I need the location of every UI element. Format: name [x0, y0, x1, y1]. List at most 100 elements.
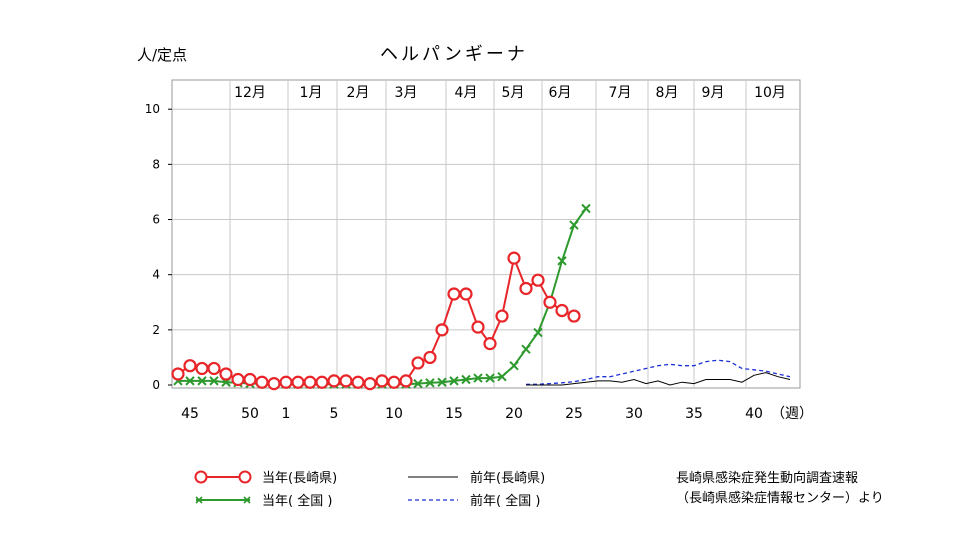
legend-label: 当年(長崎県)	[262, 471, 337, 486]
legend-marker	[243, 496, 251, 504]
source-line-2: （長崎県感染症情報センター）より	[676, 491, 884, 506]
data-point	[413, 378, 423, 389]
data-point	[185, 376, 195, 386]
series-lines	[171, 203, 791, 391]
legend-item: 前年(長崎県)	[408, 470, 545, 486]
data-point	[183, 359, 197, 373]
week-tick-label: 15	[445, 406, 463, 422]
data-point	[507, 251, 521, 265]
source-line-1: 長崎県感染症発生動向調査速報	[676, 471, 859, 486]
data-point	[267, 377, 281, 391]
data-point	[497, 372, 507, 382]
data-point	[555, 303, 569, 318]
data-point	[363, 377, 377, 391]
y-tick-label: 0	[152, 378, 160, 392]
legend-label: 当年( 全国 )	[262, 493, 332, 509]
data-point	[195, 361, 209, 376]
legend: 当年(長崎県) 当年( 全国 ) 前年(長崎県) 前年( 全国 )	[194, 470, 545, 509]
legend-label: 前年(長崎県)	[470, 470, 545, 486]
month-label: 9月	[702, 85, 725, 101]
month-label: 7月	[609, 85, 632, 101]
data-point	[509, 360, 519, 371]
data-point	[437, 377, 447, 387]
series-line	[525, 359, 791, 386]
month-label: 4月	[455, 85, 478, 101]
chart-title: ヘルパンギーナ	[380, 44, 528, 65]
data-point	[171, 367, 185, 381]
series-1	[173, 203, 591, 389]
data-point	[423, 350, 437, 365]
data-point	[219, 367, 233, 381]
data-point	[291, 375, 305, 389]
legend-item: 当年( 全国 )	[195, 493, 332, 509]
data-point	[435, 323, 449, 337]
data-point	[461, 374, 471, 385]
month-label: 2月	[347, 85, 370, 101]
series-line	[526, 372, 791, 386]
data-point	[207, 361, 221, 376]
week-unit-label: （週）	[771, 406, 813, 422]
month-label: 12月	[234, 85, 266, 101]
grid	[171, 79, 801, 389]
month-label: 1月	[300, 85, 323, 101]
week-tick-label: 30	[625, 406, 643, 422]
data-point	[569, 220, 579, 230]
data-point	[581, 203, 591, 214]
data-point	[471, 320, 485, 334]
week-tick-label: 40	[745, 406, 763, 422]
data-point	[485, 373, 495, 383]
y-tick-label: 4	[152, 268, 160, 282]
data-point	[543, 295, 557, 309]
week-tick-label: 50	[241, 406, 259, 422]
legend-marker	[238, 470, 252, 484]
data-point	[495, 309, 509, 323]
data-point	[243, 372, 257, 387]
data-point	[209, 376, 219, 386]
data-point	[447, 287, 461, 301]
data-point	[567, 309, 581, 323]
data-point	[327, 374, 341, 388]
week-tick-label: 20	[505, 406, 523, 422]
month-label: 3月	[395, 85, 418, 101]
data-point	[519, 281, 533, 296]
data-point	[399, 374, 413, 388]
legend-item: 前年( 全国 )	[408, 493, 540, 509]
week-tick-label: 5	[330, 406, 339, 422]
data-point	[425, 378, 435, 388]
data-point	[231, 372, 245, 387]
month-labels: 12月 1月 2月 3月 4月 5月 6月 7月 8月 9月 10月	[234, 85, 786, 101]
series-2	[526, 372, 791, 386]
data-point	[387, 375, 401, 389]
data-point	[303, 375, 317, 389]
data-point	[315, 375, 329, 389]
week-tick-label: 25	[565, 406, 583, 422]
y-tick-label: 8	[152, 157, 160, 171]
source-note: 長崎県感染症発生動向調査速報 （長崎県感染症情報センター）より	[676, 469, 884, 509]
legend-label: 前年( 全国 )	[470, 493, 540, 509]
data-point	[375, 374, 389, 388]
week-labels: 45 50 1 5 10 15 20 25 30 35 40 （週）	[181, 406, 813, 422]
y-unit-label: 人/定点	[137, 46, 188, 64]
week-tick-label: 35	[685, 406, 703, 422]
month-label: 6月	[549, 85, 572, 101]
legend-item: 当年(長崎県)	[194, 470, 337, 486]
y-tick-label: 10	[145, 102, 160, 116]
data-point	[449, 376, 459, 386]
month-label: 5月	[502, 85, 525, 101]
data-point	[255, 375, 269, 389]
series-line	[178, 207, 587, 386]
series-0	[171, 251, 581, 391]
data-point	[531, 273, 545, 287]
data-point	[339, 374, 353, 388]
week-tick-label: 1	[282, 406, 291, 422]
legend-marker	[194, 470, 208, 484]
plot-frame	[171, 79, 801, 389]
data-point	[557, 256, 567, 266]
y-axis-ticks: 0 2 4 6 8 10	[145, 102, 172, 392]
series-3	[525, 359, 791, 386]
data-point	[351, 375, 365, 389]
data-point	[533, 327, 543, 338]
data-point	[483, 337, 497, 351]
data-point	[521, 344, 531, 354]
